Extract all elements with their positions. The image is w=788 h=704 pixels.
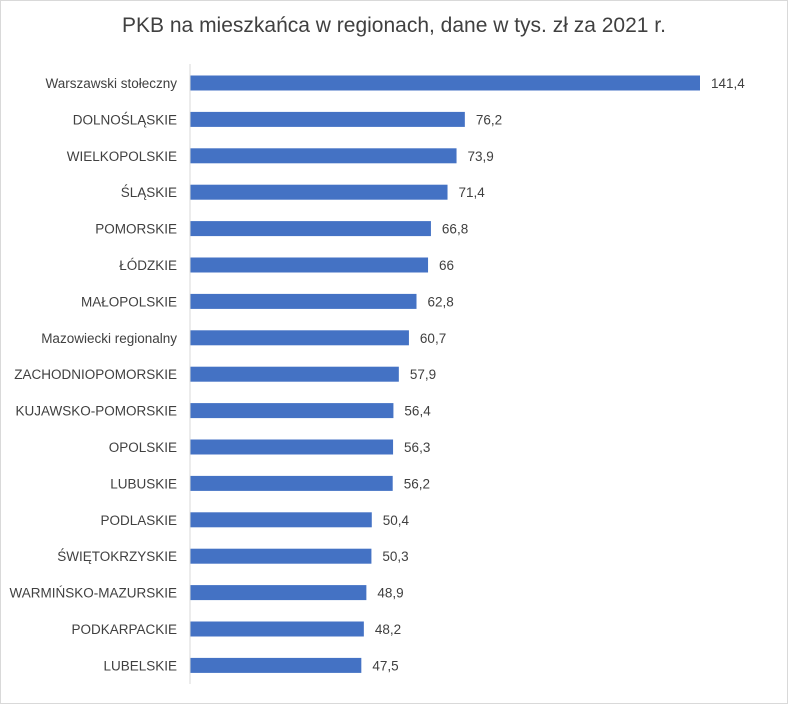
bar xyxy=(190,75,700,91)
value-label: 56,2 xyxy=(404,476,430,491)
category-label: ŚWIĘTOKRZYSKIE xyxy=(57,549,177,564)
value-label: 141,4 xyxy=(711,76,745,91)
bar xyxy=(190,512,372,528)
value-label: 48,9 xyxy=(377,586,403,601)
bar xyxy=(190,439,394,455)
bar xyxy=(190,221,431,237)
category-label: KUJAWSKO-POMORSKIE xyxy=(15,404,177,419)
bar xyxy=(190,621,364,637)
value-label: 47,5 xyxy=(372,658,398,673)
bars xyxy=(190,75,700,673)
bar xyxy=(190,657,362,673)
bar xyxy=(190,548,372,564)
bar xyxy=(190,330,409,346)
value-labels: 141,4 76,2 73,9 71,4 66,8 66 62,8 60,7 57,9 56,4 5… xyxy=(372,76,745,673)
bar xyxy=(190,403,394,419)
category-label: DOLNOŚLĄSKIE xyxy=(73,112,177,127)
category-label: PODLASKIE xyxy=(100,513,177,528)
chart-title: PKB na mieszkańca w regionach, dane w ty… xyxy=(122,14,666,37)
category-label: ZACHODNIOPOMORSKIE xyxy=(14,367,177,382)
value-label: 73,9 xyxy=(468,149,494,164)
category-label: MAŁOPOLSKIE xyxy=(81,294,177,309)
category-label: Mazowiecki regionalny xyxy=(41,331,177,346)
bar xyxy=(190,257,429,273)
bar xyxy=(190,184,448,200)
value-label: 60,7 xyxy=(420,331,446,346)
category-label: POMORSKIE xyxy=(95,222,177,237)
value-label: 56,3 xyxy=(404,440,430,455)
value-label: 50,3 xyxy=(382,549,408,564)
bar xyxy=(190,585,367,601)
category-label: ŁÓDZKIE xyxy=(119,258,177,273)
value-label: 71,4 xyxy=(459,185,486,200)
value-label: 56,4 xyxy=(404,404,431,419)
value-label: 76,2 xyxy=(476,112,502,127)
value-label: 50,4 xyxy=(383,513,410,528)
value-label: 57,9 xyxy=(410,367,436,382)
bar xyxy=(190,148,457,164)
bar xyxy=(190,475,393,491)
category-label: WIELKOPOLSKIE xyxy=(67,149,177,164)
category-label: PODKARPACKIE xyxy=(71,622,177,637)
bar xyxy=(190,111,465,127)
category-label: OPOLSKIE xyxy=(109,440,177,455)
value-label: 48,2 xyxy=(375,622,401,637)
value-label: 66 xyxy=(439,258,454,273)
category-label: LUBELSKIE xyxy=(103,658,177,673)
bar xyxy=(190,366,399,382)
category-label: WARMIŃSKO-MAZURSKIE xyxy=(9,586,177,601)
category-label: ŚLĄSKIE xyxy=(121,185,177,200)
value-label: 66,8 xyxy=(442,222,468,237)
bar xyxy=(190,293,417,309)
category-label: Warszawski stołeczny xyxy=(45,76,177,91)
category-label: LUBUSKIE xyxy=(110,476,177,491)
category-labels: Warszawski stołeczny DOLNOŚLĄSKIE WIELKOPO… xyxy=(9,76,177,673)
value-label: 62,8 xyxy=(428,294,454,309)
